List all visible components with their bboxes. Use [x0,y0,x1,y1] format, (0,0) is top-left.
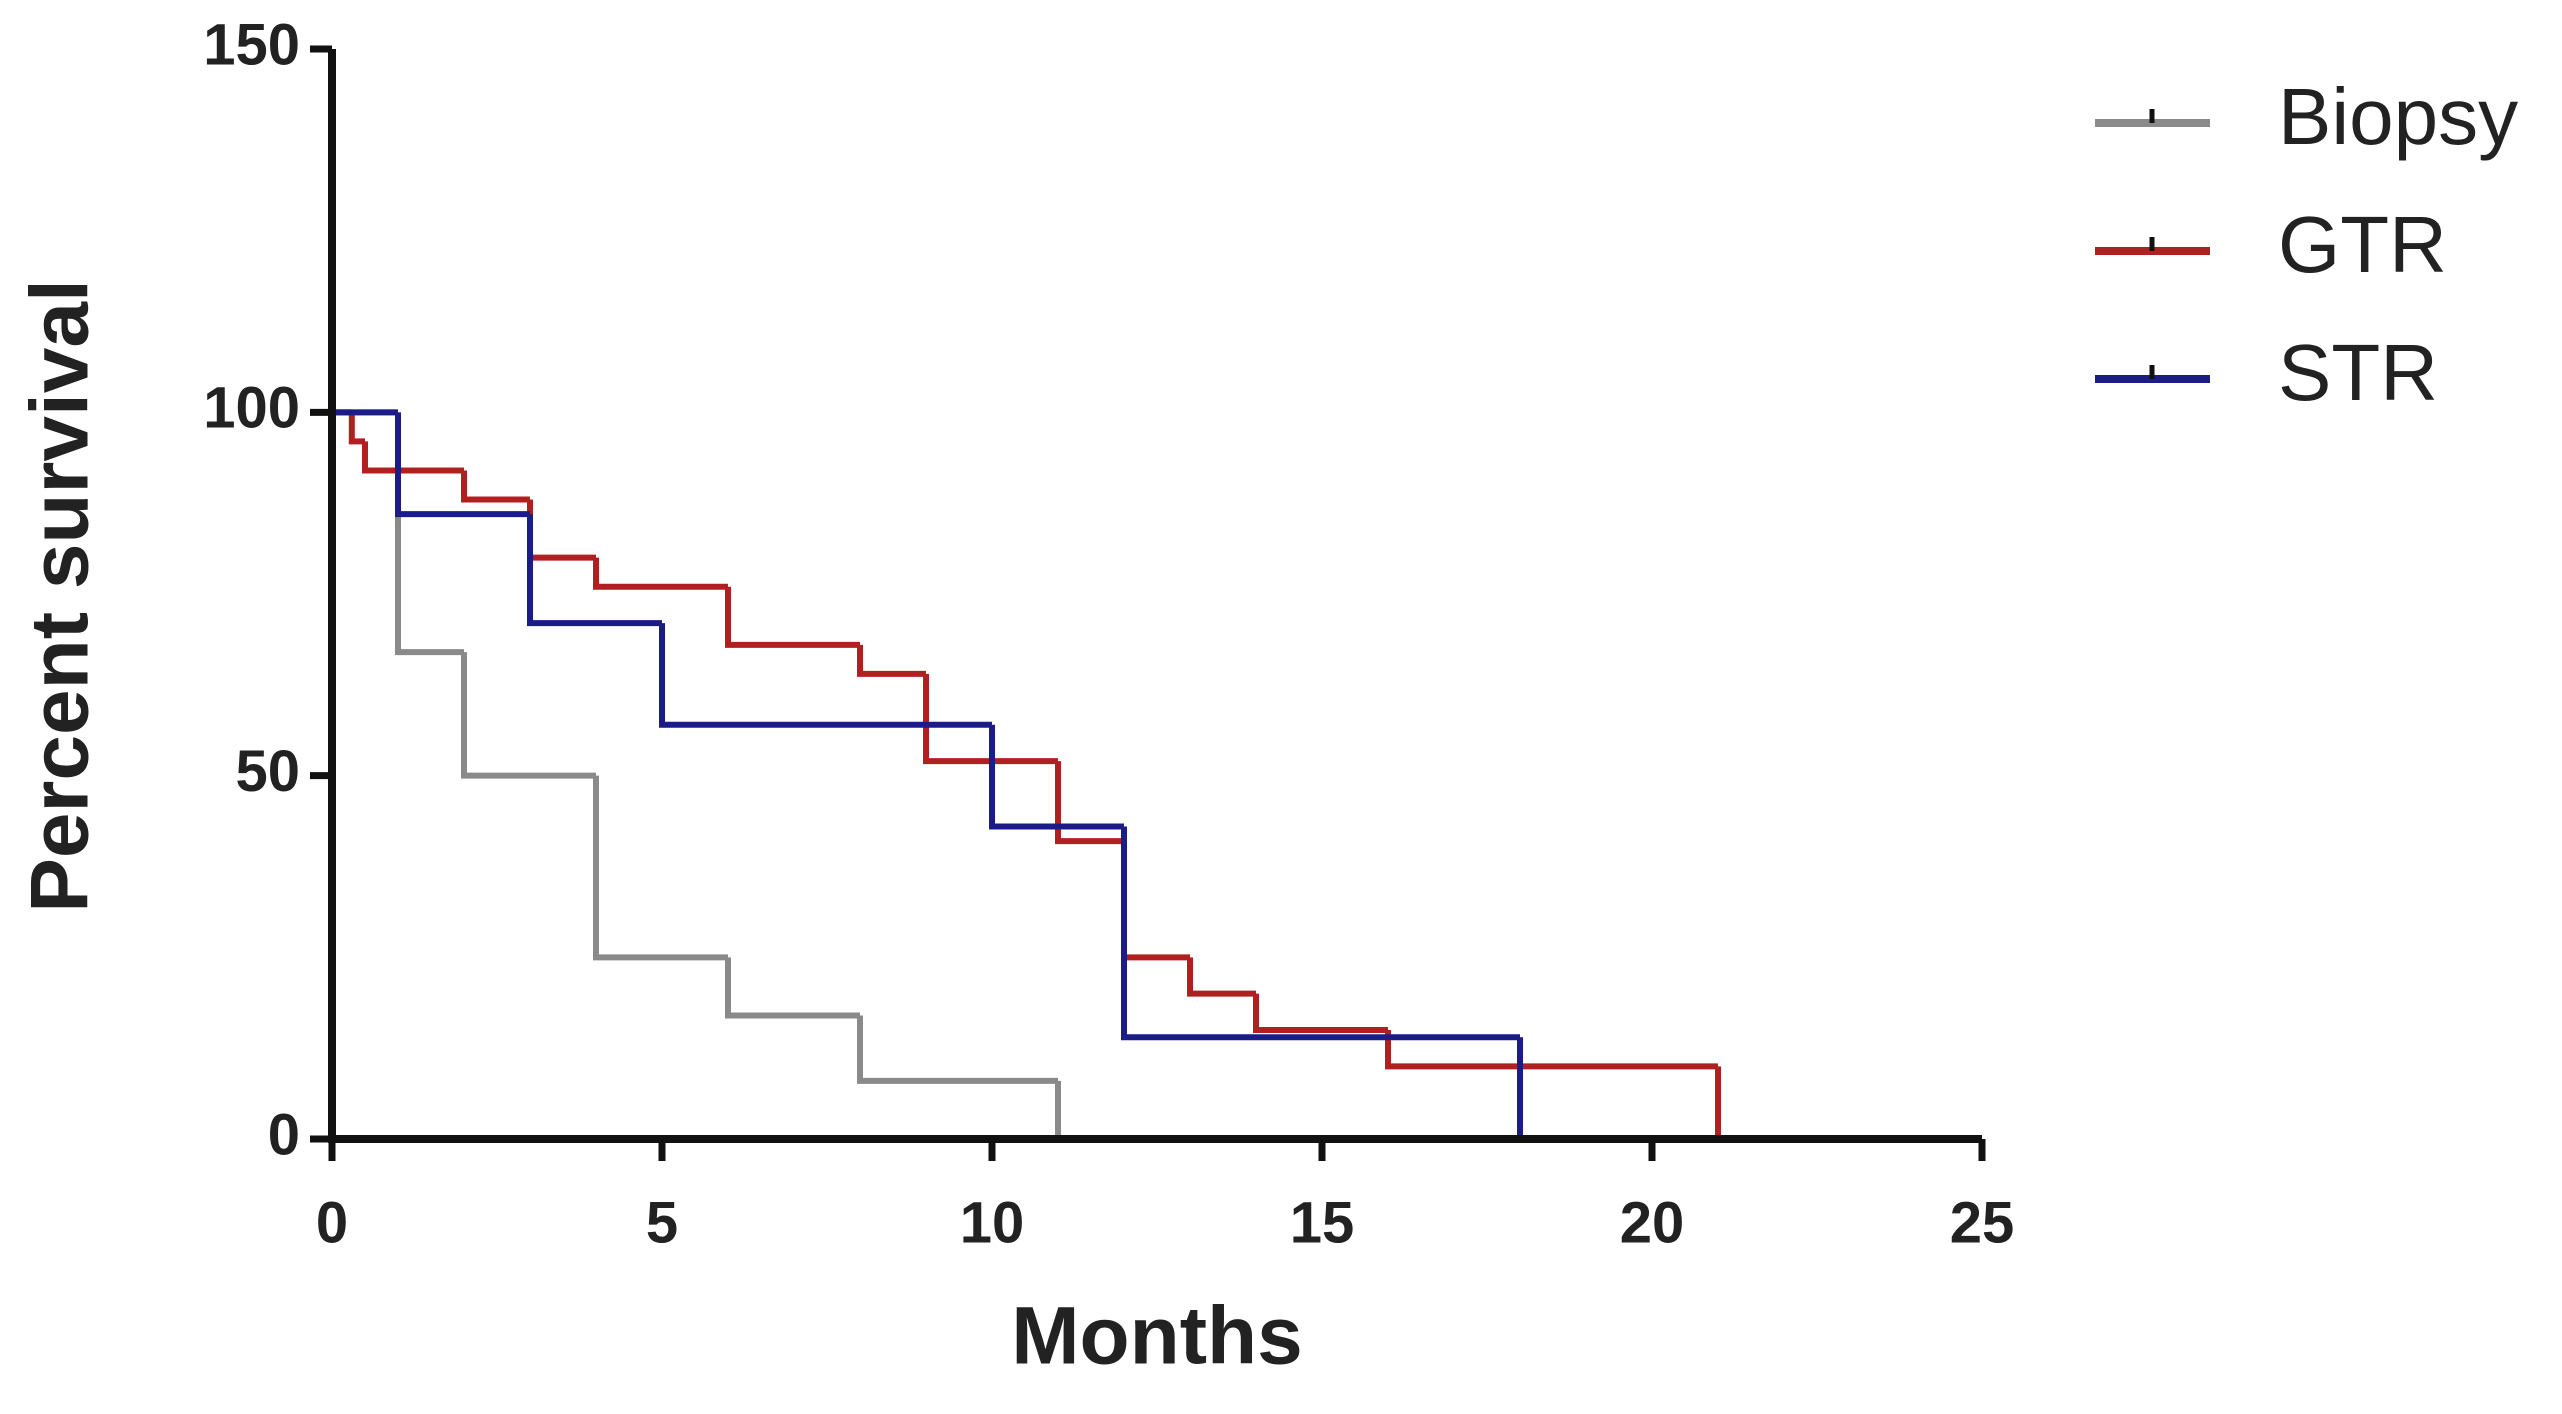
survival-step [1187,957,1256,997]
y-axis-title: Percent survival [15,279,106,913]
survival-step [857,644,926,677]
legend-label: STR [2278,328,2438,417]
survival-step [725,957,860,1019]
survival-step [593,775,728,961]
survival-step [348,412,365,445]
x-tick-label: 0 [316,1190,348,1255]
survival-step [395,412,530,518]
x-tick-label: 5 [646,1190,678,1255]
survival-step [395,412,464,656]
survival-step [1055,761,1124,845]
survival-step [593,557,728,590]
x-tick-label: 20 [1620,1190,1685,1255]
survival-step [857,1015,1058,1084]
survival-step [461,470,530,503]
survival-step [659,623,992,728]
survival-step [1253,993,1388,1033]
y-tick-label: 50 [235,739,300,804]
survival-step [1121,826,1520,1041]
survival-step [461,652,596,779]
y-tick-label: 100 [203,376,300,441]
y-tick-label: 150 [203,12,300,77]
survival-step [527,499,596,561]
x-axis-title: Months [1011,1291,1302,1382]
survival-step [1385,1030,1718,1070]
survival-step [725,586,860,648]
survival-step [923,673,1058,765]
legend-label: GTR [2278,200,2447,289]
x-tick-label: 25 [1950,1190,2015,1255]
survival-step [1121,841,1190,961]
x-tick-label: 15 [1290,1190,1355,1255]
y-tick-label: 0 [268,1102,300,1167]
legend-label: Biopsy [2278,72,2518,161]
survival-step [989,724,1124,830]
survival-step [362,441,464,474]
survival-step [527,514,662,627]
x-tick-label: 10 [960,1190,1025,1255]
